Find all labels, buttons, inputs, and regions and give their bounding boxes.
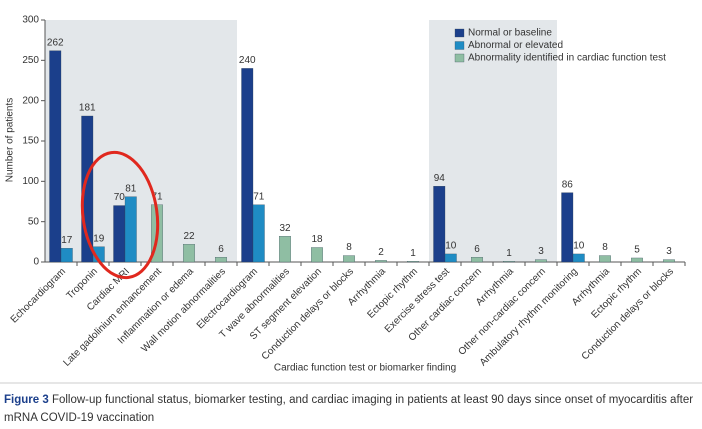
value-label: 70 [114,192,126,203]
value-label: 181 [79,103,96,114]
value-label: 1 [410,248,416,259]
value-label: 71 [253,191,265,202]
value-label: 3 [666,246,672,257]
value-label: 86 [562,179,574,190]
bar [444,253,457,263]
shaded-group [429,20,557,262]
value-label: 32 [279,223,291,234]
caption: Figure 3 Follow-up functional status, bi… [4,391,694,427]
value-label: 17 [61,235,73,246]
bar [60,248,73,263]
y-tick-label: 250 [22,55,39,66]
caption-label: Figure 3 [4,394,49,406]
bar [343,255,355,263]
value-label: 240 [239,55,256,66]
value-label: 10 [445,241,457,252]
value-label: 6 [474,244,480,255]
bar [113,205,126,263]
bar [503,261,515,263]
bar [311,247,323,263]
bar [407,261,419,263]
bar [81,115,94,263]
bar [215,257,227,263]
bar [375,260,387,263]
legend-swatch [454,41,465,50]
y-tick-label: 300 [22,15,39,26]
x-tick-label: Echocardiogram [9,266,68,325]
value-label: 19 [93,233,105,244]
bar [471,257,483,263]
bar [183,244,195,263]
annotation-circle [80,150,160,280]
y-tick-label: 100 [22,176,39,187]
value-label: 22 [183,231,195,242]
value-label: 1 [506,248,512,259]
bar [535,259,547,263]
bar [572,253,585,263]
bar [561,192,574,263]
bar [241,68,254,263]
legend-swatch [454,28,465,38]
caption-text: Follow-up functional status, biomarker t… [4,394,694,424]
value-label: 71 [151,191,163,202]
value-label: 2 [378,247,384,258]
x-axis-label: Cardiac function test or biomarker findi… [274,363,456,374]
value-label: 8 [346,242,352,253]
x-tick-label: Electrocardiogram [195,266,260,331]
value-label: 262 [47,37,64,48]
bar [252,204,265,263]
bar [49,50,62,263]
value-label: 8 [602,242,608,253]
bar [433,186,446,263]
value-label: 3 [538,246,544,257]
chart: Number of patients Cardiac function test… [0,15,702,384]
bar [631,257,643,263]
y-tick-label: 50 [28,216,40,227]
value-label: 81 [125,183,137,194]
value-label: 94 [434,173,446,184]
value-label: 5 [634,245,640,256]
bar [599,255,611,263]
bar [124,196,137,263]
value-label: 18 [311,234,323,245]
shaded-group [45,20,237,262]
y-axis-label: Number of patients [5,98,16,183]
legend-swatch [454,53,465,63]
y-tick-label: 150 [22,136,39,147]
legend-label: Abnormality identified in cardiac functi… [468,53,666,64]
value-label: 10 [573,241,585,252]
bar [279,236,291,263]
bar [663,259,675,263]
y-tick-label: 200 [22,95,39,106]
legend-label: Normal or baseline [468,28,552,39]
y-tick-label: 0 [33,257,39,268]
value-label: 6 [218,244,224,255]
legend-label: Abnormal or elevated [468,40,563,51]
